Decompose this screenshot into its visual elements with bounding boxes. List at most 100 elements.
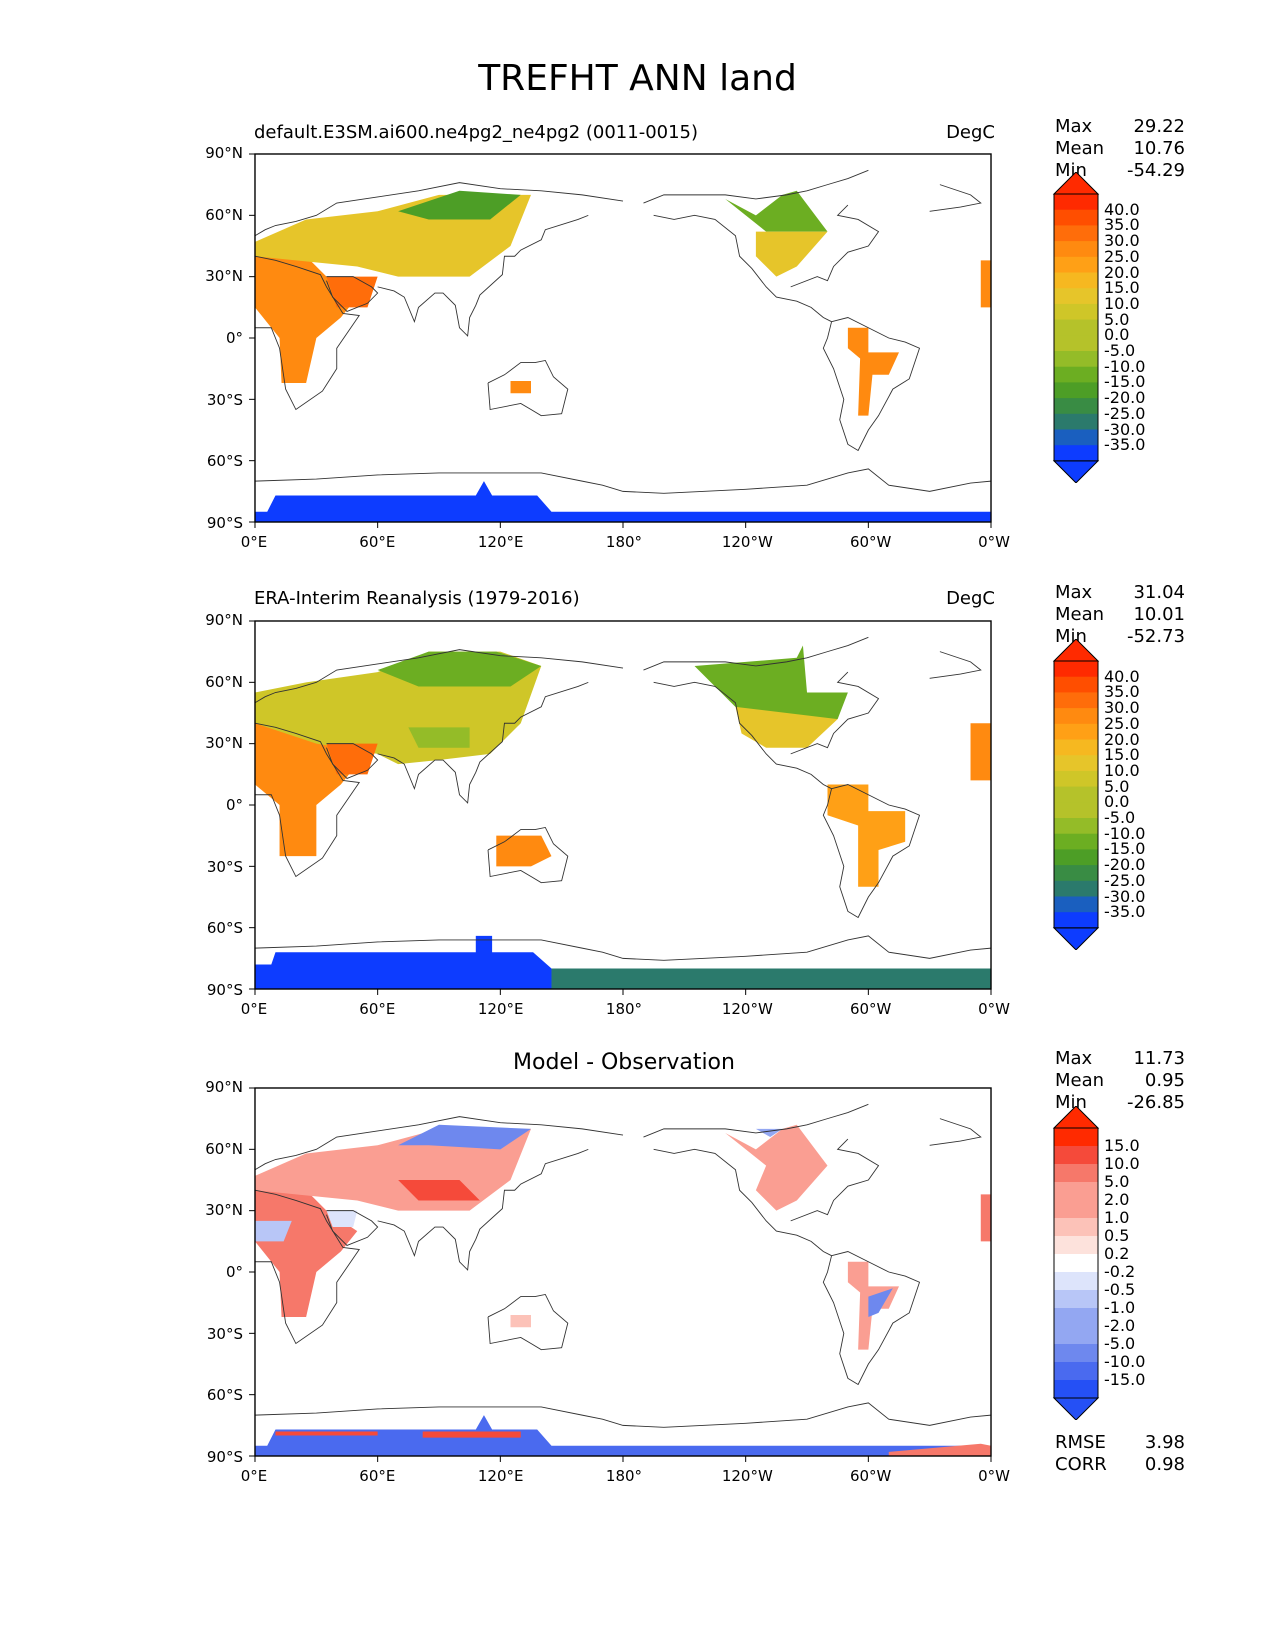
colorbar-segment — [1054, 739, 1098, 756]
panel-difference: Model - Observation — [0, 0, 1275, 1075]
colorbar-segment — [1054, 1254, 1098, 1273]
metrics-block: RMSE 3.98 CORR 0.98 — [1055, 1432, 1185, 1476]
region-africa-west — [980, 260, 992, 308]
colorbar-label: 40.0 — [1104, 199, 1140, 219]
y-tick-label: 60°S — [206, 452, 243, 471]
region-tibet — [408, 727, 470, 748]
coastline — [790, 1138, 880, 1222]
colorbar-segment — [1054, 896, 1098, 913]
colorbar-segment — [1054, 1344, 1098, 1363]
x-tick-label: 0°W — [978, 1467, 1010, 1485]
panel-model: default.E3SM.ai600.ne4pg2_ne4pg2 (0011-0… — [0, 0, 1275, 440]
colorbar-label: 0.5 — [1104, 1226, 1130, 1245]
colorbar-label: -1.0 — [1104, 1298, 1136, 1317]
y-tick-label: 30°S — [206, 857, 243, 876]
stat-max: Max 29.22 — [1055, 116, 1185, 137]
colorbar-label: 25.0 — [1104, 713, 1140, 733]
colorbar-segment — [1054, 802, 1098, 819]
x-tick-label: 180° — [605, 533, 643, 551]
colorbar — [1052, 639, 1100, 950]
region-antarctica-warm — [888, 1443, 992, 1457]
x-tick-label: 120°W — [721, 533, 773, 551]
axes-frame — [254, 153, 992, 523]
coastline — [254, 722, 361, 878]
x-tick-label: 120°W — [721, 1000, 773, 1018]
colorbar-segment — [1054, 770, 1098, 788]
colorbar-segment — [1054, 366, 1098, 383]
colorbar-segment — [1054, 209, 1098, 226]
region-africa-west — [970, 723, 992, 781]
stat-mean: Mean 0.95 — [1055, 1070, 1185, 1091]
coastline — [790, 204, 880, 288]
region-siberia-cool — [398, 1124, 531, 1150]
y-tick-label: 30°N — [205, 1201, 243, 1220]
coastline — [929, 1118, 982, 1146]
coastline — [822, 317, 921, 452]
region-arabia — [326, 276, 378, 308]
coastline — [254, 1189, 361, 1345]
colorbar — [1052, 1106, 1100, 1420]
panel-title-left: default.E3SM.ai600.ne4pg2_ne4pg2 (0011-0… — [254, 122, 699, 143]
y-tick-label: 90°N — [205, 611, 243, 629]
x-tick-label: 120°E — [477, 1467, 524, 1485]
colorbar-label: 35.0 — [1104, 215, 1140, 235]
colorbar-segment — [1054, 723, 1098, 741]
colorbar-label: 10.0 — [1104, 1154, 1140, 1173]
y-tick-label: 30°S — [206, 1324, 243, 1343]
colorbar-segment — [1054, 225, 1098, 242]
colorbar-segment — [1054, 865, 1098, 882]
coastline — [377, 1148, 589, 1271]
colorbar-label: 35.0 — [1104, 682, 1140, 702]
y-tick-label: 90°N — [205, 1078, 243, 1096]
region-sa — [847, 327, 900, 416]
colorbar-segment — [1054, 256, 1098, 274]
region-africa — [254, 1179, 358, 1317]
x-tick-label: 180° — [605, 1000, 643, 1018]
colorbar-segment — [1054, 818, 1098, 835]
colorbar-segment — [1054, 692, 1098, 709]
region-arabia — [326, 743, 378, 775]
y-tick-label: 60°S — [206, 919, 243, 938]
stats-block: Max 31.04 Mean 10.01 Min -52.73 — [1055, 582, 1185, 648]
colorbar-label: -15.0 — [1104, 1370, 1146, 1389]
panel-title-left: ERA-Interim Reanalysis (1979-2016) — [254, 588, 580, 609]
region-antarctica-warm — [422, 1431, 521, 1438]
region-siberia — [377, 651, 542, 687]
colorbar-label: -2.0 — [1104, 1316, 1136, 1335]
coastline — [254, 1116, 624, 1171]
y-tick-label: 30°N — [205, 734, 243, 753]
coastline — [254, 935, 992, 961]
colorbar-label: -15.0 — [1104, 372, 1146, 392]
x-tick-label: 60°E — [359, 1467, 396, 1485]
colorbar-segment — [1054, 335, 1098, 352]
colorbar-segment — [1054, 1164, 1098, 1183]
colorbar-label: -5.0 — [1104, 808, 1136, 827]
region-sa-cool — [868, 1288, 893, 1317]
colorbar-extend-min — [1052, 460, 1100, 483]
coastline — [653, 214, 832, 323]
coastline — [326, 743, 379, 779]
x-tick-label: 60°W — [849, 533, 892, 551]
coastline — [790, 671, 880, 755]
figure-title: TREFHT ANN land — [478, 58, 797, 99]
coastline — [929, 651, 982, 679]
colorbar-label: -20.0 — [1104, 855, 1146, 875]
x-tick-label: 180° — [605, 1467, 643, 1485]
coastline — [822, 784, 921, 919]
colorbar-label: 20.0 — [1104, 729, 1140, 749]
map-plot — [249, 1087, 992, 1462]
colorbar-segment — [1054, 413, 1098, 431]
colorbar-segment — [1054, 303, 1098, 321]
colorbar-label: -30.0 — [1104, 886, 1146, 906]
coastline — [377, 681, 589, 804]
stats-block: Max 29.22 Mean 10.76 Min -54.29 — [1055, 116, 1185, 182]
colorbar-label: 30.0 — [1104, 698, 1140, 718]
colorbar-label: 30.0 — [1104, 231, 1140, 251]
y-tick-label: 0° — [225, 796, 243, 814]
colorbar-label: 10.0 — [1104, 760, 1140, 780]
colorbar-segment — [1054, 445, 1098, 462]
region-sa — [827, 784, 906, 887]
region-na-north — [694, 645, 848, 728]
x-tick-label: 60°E — [359, 1000, 396, 1018]
stats-block: Max 11.73 Mean 0.95 Min -26.85 — [1055, 1048, 1185, 1114]
